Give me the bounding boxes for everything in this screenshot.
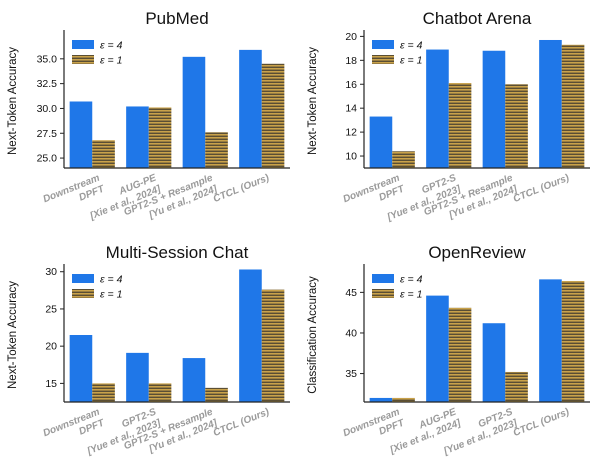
legend-label-eps4: ε = 4	[400, 40, 423, 52]
y-tick-label: 27.5	[37, 128, 58, 140]
bar-eps1-ctcl-ours	[261, 289, 285, 402]
bar-eps4-ctcl-ours	[239, 269, 262, 402]
bar-eps4-gpt2-s-resample	[182, 358, 206, 402]
bar-eps4-gpt2-s	[426, 49, 449, 168]
y-tick-label: 25.0	[37, 153, 58, 165]
bar-eps1-gpt2-s-resample	[205, 387, 228, 402]
legend-label-eps4: ε = 4	[100, 40, 123, 52]
chart-title: Chatbot Arena	[423, 9, 532, 28]
chart-panel-chatbot-arena: Chatbot Arena Next-Token Accuracy 10 12 14 16…	[300, 0, 600, 234]
bar-chart-chatbot-arena: Chatbot Arena Next-Token Accuracy 10 12 14 16…	[307, 9, 590, 224]
bar-eps1-gpt2-s	[148, 383, 172, 402]
bar-eps4-aug-pe	[126, 106, 149, 168]
legend-swatch-eps1	[372, 289, 394, 298]
bar-eps1-gpt2-s	[448, 83, 472, 168]
legend-label-eps1: ε = 1	[100, 55, 122, 67]
bar-eps1-gpt2-s-resample	[205, 132, 228, 168]
legend-swatch-eps1	[372, 55, 394, 64]
bar-eps1-downstream	[392, 397, 415, 402]
legend-swatch-eps4	[372, 40, 394, 49]
bar-eps1-ctcl-ours	[561, 280, 585, 402]
bar-eps4-ctcl-ours	[239, 49, 262, 168]
chart-title: OpenReview	[428, 243, 526, 262]
bar-eps4-ctcl-ours	[539, 39, 562, 168]
x-category-label: CTCL (Ours)	[212, 172, 272, 205]
chart-title: Multi-Session Chat	[106, 243, 249, 262]
y-axis-label: Next-Token Accuracy	[7, 47, 19, 155]
bar-chart-multi-session-chat: Multi-Session Chat Next-Token Accuracy 15 2…	[7, 243, 290, 458]
bar-eps1-ctcl-ours	[561, 44, 585, 169]
bar-eps4-gpt2-s	[482, 323, 506, 402]
y-tick-label: 45	[345, 287, 357, 299]
y-tick-label: 14	[345, 103, 357, 115]
legend-label-eps1: ε = 1	[400, 289, 422, 301]
bar-eps4-downstream	[369, 116, 393, 168]
bar-eps1-downstream	[392, 151, 415, 168]
bar-eps4-gpt2-s-resample	[182, 56, 206, 168]
y-tick-label: 10	[345, 151, 357, 163]
legend-label-eps1: ε = 1	[400, 55, 422, 67]
x-category-label: CTCL (Ours)	[512, 406, 572, 439]
bar-eps1-downstream	[92, 140, 115, 168]
legend-swatch-eps4	[72, 40, 94, 49]
bar-eps4-ctcl-ours	[539, 279, 562, 402]
y-tick-label: 18	[345, 55, 357, 67]
x-category-line: CTCL (Ours)	[512, 406, 572, 439]
chart-panel-pubmed: PubMed Next-Token Accuracy 25.0 27.5 30.0 32.…	[0, 0, 300, 234]
y-tick-label: 32.5	[37, 78, 58, 90]
y-tick-label: 40	[345, 327, 357, 339]
y-tick-label: 12	[345, 127, 357, 139]
legend-label-eps4: ε = 4	[400, 274, 423, 286]
bar-eps1-gpt2-s	[505, 371, 528, 402]
x-category-line: CTCL (Ours)	[212, 406, 272, 439]
y-axis-label: Classification Accuracy	[307, 276, 319, 394]
bar-eps1-ctcl-ours	[261, 63, 285, 168]
legend-swatch-eps4	[72, 274, 94, 283]
bar-eps4-downstream	[69, 101, 93, 168]
y-tick-label: 25	[45, 303, 57, 315]
y-tick-label: 20	[45, 341, 57, 353]
bar-eps4-aug-pe	[426, 295, 449, 402]
y-tick-label: 30	[45, 266, 57, 278]
y-tick-label: 30.0	[37, 103, 58, 115]
y-tick-label: 16	[345, 79, 357, 91]
bar-chart-pubmed: PubMed Next-Token Accuracy 25.0 27.5 30.0 32.…	[7, 9, 290, 222]
x-category-label: CTCL (Ours)	[512, 172, 572, 205]
x-category-line: CTCL (Ours)	[512, 172, 572, 205]
y-tick-label: 35	[345, 368, 357, 380]
legend-label-eps4: ε = 4	[100, 274, 123, 286]
chart-panel-openreview: OpenReview Classification Accuracy 35 40 45 D…	[300, 234, 600, 468]
bar-eps1-gpt2-s-resample	[505, 84, 528, 168]
bar-eps4-downstream	[369, 397, 393, 402]
legend-label-eps1: ε = 1	[100, 289, 122, 301]
bar-eps4-gpt2-s	[126, 352, 149, 402]
legend-swatch-eps1	[72, 55, 94, 64]
y-axis-label: Next-Token Accuracy	[7, 281, 19, 389]
y-tick-label: 35.0	[37, 53, 58, 65]
y-tick-label: 15	[45, 378, 57, 390]
bar-eps4-gpt2-s-resample	[482, 50, 506, 168]
legend-swatch-eps4	[372, 274, 394, 283]
bar-eps1-aug-pe	[148, 107, 172, 168]
chart-panel-multi-session-chat: Multi-Session Chat Next-Token Accuracy 15 2…	[0, 234, 300, 468]
x-category-label: CTCL (Ours)	[212, 406, 272, 439]
bar-eps1-downstream	[92, 383, 115, 402]
y-tick-label: 20	[345, 31, 357, 43]
x-category-line: CTCL (Ours)	[212, 172, 272, 205]
legend-swatch-eps1	[72, 289, 94, 298]
y-axis-label: Next-Token Accuracy	[307, 47, 319, 155]
chart-title: PubMed	[145, 9, 208, 28]
bar-eps1-aug-pe	[448, 307, 472, 402]
bar-eps4-downstream	[69, 335, 93, 402]
